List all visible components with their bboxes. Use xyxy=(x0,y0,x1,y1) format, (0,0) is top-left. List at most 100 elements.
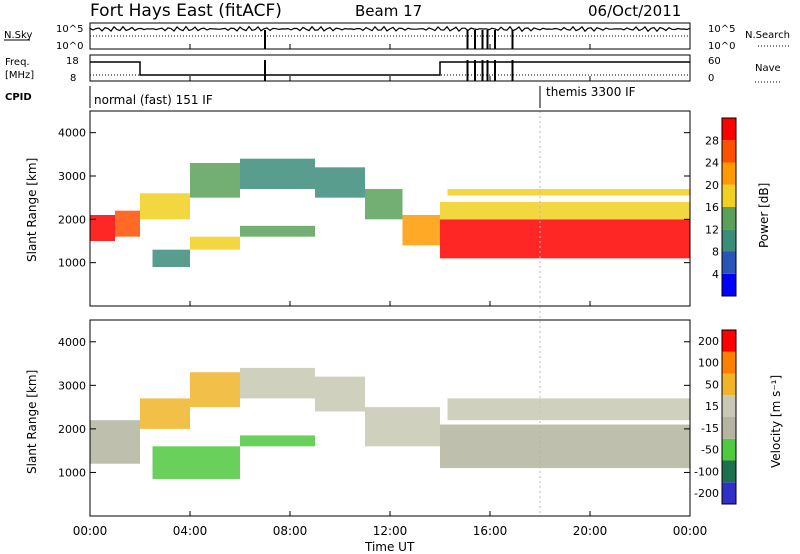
nave-tick-high: 60 xyxy=(708,56,721,67)
x-tick-label: 00:00 xyxy=(673,524,708,538)
date-title: 06/Oct/2011 xyxy=(588,2,681,20)
y-tick-label: 1000 xyxy=(58,257,86,270)
colorbar-segment xyxy=(722,118,736,141)
colorbar-segment xyxy=(722,373,736,396)
cpid-segment-normal: normal (fast) 151 IF xyxy=(94,93,213,107)
power-colorbar: 28 24 20 16 12 8 4 xyxy=(705,117,737,297)
y-tick-label: 2000 xyxy=(58,213,86,226)
colorbar-segment xyxy=(722,251,736,274)
velocity-colorbar-label: Velocity [m s⁻¹] xyxy=(769,375,783,468)
colorbar-segment xyxy=(722,207,736,230)
heatmap-band xyxy=(90,420,140,464)
colorbar-tick-label: 28 xyxy=(705,134,719,147)
nave-label: Nave xyxy=(755,63,781,74)
heatmap-band xyxy=(365,407,440,447)
heatmap-band xyxy=(190,163,240,198)
nave-tick-low: 0 xyxy=(708,73,714,84)
heatmap-band xyxy=(240,225,315,237)
power-heatmap xyxy=(90,111,690,516)
nsearch-tick-low: 10^0 xyxy=(708,41,735,52)
colorbar-tick-label: 16 xyxy=(705,201,719,214)
colorbar-tick-label: 15 xyxy=(705,400,719,413)
freq-trace xyxy=(90,60,690,81)
cpid-segment-themis: themis 3300 IF xyxy=(546,85,636,99)
heatmap-band xyxy=(240,367,315,399)
colorbar-tick-label: 200 xyxy=(698,335,719,348)
heatmap-band xyxy=(315,167,365,198)
heatmap-band xyxy=(440,424,690,469)
colorbar-tick-label: 8 xyxy=(712,246,719,259)
nsky-line xyxy=(89,25,691,33)
colorbar-frame xyxy=(721,117,737,297)
heatmap-band xyxy=(440,202,690,220)
noise-trace xyxy=(89,25,691,49)
heatmap-band xyxy=(315,376,365,412)
colorbar-tick-label: 100 xyxy=(698,357,719,370)
x-tick-label: 00:00 xyxy=(73,524,108,538)
colorbar-segment xyxy=(722,460,736,483)
heatmap-band xyxy=(140,398,190,429)
heatmap-band xyxy=(190,372,240,408)
x-tick-label: 20:00 xyxy=(573,524,608,538)
colorbar-segment xyxy=(722,273,736,296)
heatmap-band xyxy=(115,210,140,237)
x-tick-label: 08:00 xyxy=(273,524,308,538)
nsky-tick-high: 10^5 xyxy=(56,24,83,35)
y-tick-label: 3000 xyxy=(58,379,86,392)
heatmap-band xyxy=(365,189,403,220)
colorbar-segment xyxy=(722,351,736,374)
colorbar-tick-label: 20 xyxy=(705,179,719,192)
colorbar-tick-label: -15 xyxy=(701,422,719,435)
heatmap-band xyxy=(190,236,240,250)
nsearch-label: N.Search xyxy=(745,30,790,41)
freq-tick-low: 8 xyxy=(70,73,76,84)
colorbar-tick-label: -100 xyxy=(694,465,719,478)
beam-title: Beam 17 xyxy=(355,2,422,20)
colorbar-segment xyxy=(722,184,736,207)
colorbar-segment xyxy=(722,229,736,252)
colorbar-segment xyxy=(722,395,736,417)
colorbar-tick-label: -200 xyxy=(694,487,719,500)
station-title: Fort Hays East (fitACF) xyxy=(90,1,282,21)
velocity-colorbar: 200 100 50 15 -15 -50 -100 -200 xyxy=(694,329,737,505)
colorbar-segment xyxy=(722,140,736,163)
freq-line xyxy=(90,61,690,76)
heatmap-band xyxy=(152,249,190,267)
x-tick-label: 12:00 xyxy=(373,524,408,538)
nsky-label: N.Sky xyxy=(4,30,32,41)
nsearch-tick-high: 10^5 xyxy=(708,24,735,35)
colorbar-tick-label: 24 xyxy=(705,157,719,170)
colorbar-segment xyxy=(722,482,736,504)
heatmap-band xyxy=(402,215,440,246)
velocity-heatmap xyxy=(90,367,690,479)
x-tick-label: 16:00 xyxy=(473,524,508,538)
velocity-ylabel: Slant Range [km] xyxy=(25,370,39,474)
y-tick-label: 1000 xyxy=(58,466,86,479)
colorbar-segment xyxy=(722,330,736,352)
colorbar-segment xyxy=(722,417,736,439)
heatmap-band xyxy=(240,158,315,189)
velocity-yticks: 4000 3000 2000 1000 xyxy=(58,336,690,479)
cpid-label: CPID xyxy=(5,92,32,103)
heatmap-band xyxy=(140,193,190,220)
freq-unit: [MHz] xyxy=(5,70,34,81)
time-xticks: 00:00 04:00 08:00 12:00 16:00 20:00 00:00 xyxy=(73,44,708,538)
nsky-tick-low: 10^0 xyxy=(56,41,83,52)
colorbar-frame xyxy=(721,329,737,505)
heatmap-band xyxy=(240,435,315,447)
colorbar-tick-label: 12 xyxy=(705,223,719,236)
power-yticks: 4000 3000 2000 1000 xyxy=(58,127,690,270)
power-colorbar-label: Power [dB] xyxy=(757,183,771,248)
y-tick-label: 2000 xyxy=(58,423,86,436)
power-ylabel: Slant Range [km] xyxy=(25,158,39,262)
colorbar-segment xyxy=(722,438,736,461)
colorbar-segment xyxy=(722,162,736,185)
colorbar-tick-label: 50 xyxy=(705,378,719,391)
heatmap-band xyxy=(447,189,690,196)
x-tick-label: 04:00 xyxy=(173,524,208,538)
heatmap-band xyxy=(447,398,690,421)
y-tick-label: 4000 xyxy=(58,127,86,140)
xlabel: Time UT xyxy=(364,540,415,554)
freq-label: Freq. xyxy=(5,57,30,68)
